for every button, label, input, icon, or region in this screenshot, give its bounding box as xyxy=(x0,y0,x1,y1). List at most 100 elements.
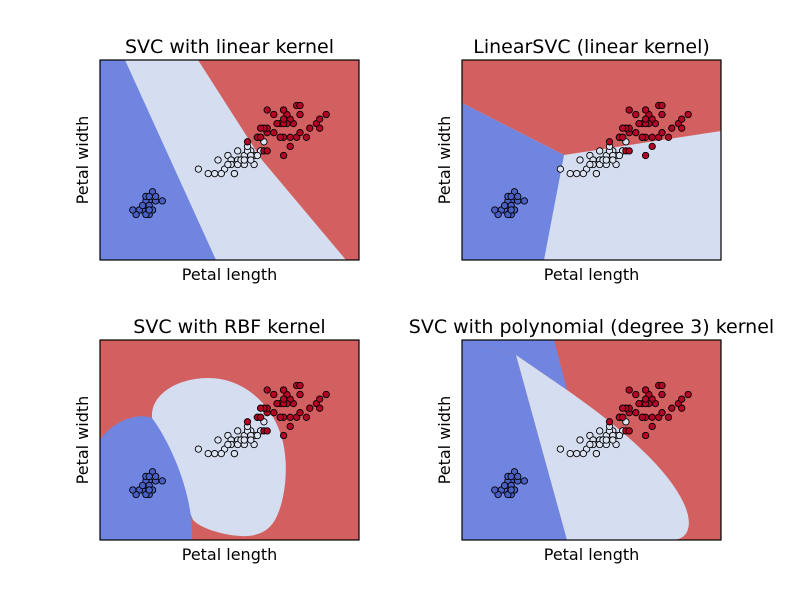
y-axis-label: Petal width xyxy=(73,116,92,205)
data-point-class-2 xyxy=(316,124,324,132)
data-point-class-2 xyxy=(618,133,627,141)
data-point-class-2 xyxy=(279,115,288,123)
data-point-class-2 xyxy=(632,129,640,137)
data-point-class-2 xyxy=(648,413,656,421)
data-point-class-1 xyxy=(602,436,610,444)
data-point-class-0 xyxy=(507,472,515,481)
data-point-class-1 xyxy=(247,436,255,444)
data-point-class-2 xyxy=(641,431,650,440)
data-point-class-2 xyxy=(618,404,627,412)
data-point-class-2 xyxy=(678,115,686,123)
data-point-class-0 xyxy=(500,481,509,490)
data-point-class-0 xyxy=(152,192,160,201)
data-point-class-2 xyxy=(648,422,656,431)
data-point-class-0 xyxy=(129,206,137,214)
data-point-class-2 xyxy=(678,404,686,412)
decision-regions xyxy=(100,60,359,260)
data-point-class-0 xyxy=(158,477,166,485)
axes-frame xyxy=(99,339,360,541)
data-point-class-0 xyxy=(145,206,153,214)
data-point-class-2 xyxy=(658,110,666,119)
data-point-class-2 xyxy=(605,138,614,146)
data-point-class-2 xyxy=(678,395,686,403)
panel-svc-rbf: SVC with RBF kernel Petal length Petal w… xyxy=(73,316,360,564)
data-point-class-2 xyxy=(263,427,271,435)
data-point-class-2 xyxy=(270,129,278,137)
x-axis-label: Petal length xyxy=(544,545,640,564)
decision-regions xyxy=(462,340,721,540)
chart-title: SVC with RBF kernel xyxy=(133,316,325,338)
data-point-class-2 xyxy=(316,404,324,412)
data-point-class-1 xyxy=(253,151,262,160)
data-point-class-1 xyxy=(573,169,581,178)
data-point-class-2 xyxy=(273,399,281,408)
data-point-class-0 xyxy=(514,472,522,481)
data-point-class-1 xyxy=(204,169,212,178)
data-point-class-2 xyxy=(658,390,666,399)
data-point-class-0 xyxy=(500,201,509,210)
data-point-class-1 xyxy=(566,169,574,178)
data-point-class-2 xyxy=(625,106,633,114)
data-point-class-2 xyxy=(302,133,311,141)
data-point-class-2 xyxy=(263,106,271,114)
data-point-class-2 xyxy=(306,124,314,132)
data-point-class-2 xyxy=(641,115,650,123)
data-point-class-2 xyxy=(668,404,676,412)
data-point-class-0 xyxy=(138,481,147,490)
data-point-class-2 xyxy=(296,409,304,417)
data-point-class-1 xyxy=(240,156,248,164)
data-point-class-1 xyxy=(556,445,565,453)
panel-svc-linear: SVC with linear kernel Petal length Peta… xyxy=(73,36,360,284)
data-point-class-0 xyxy=(491,206,499,214)
data-point-class-2 xyxy=(635,399,643,408)
region-class-1 xyxy=(516,355,689,540)
data-point-class-2 xyxy=(270,409,278,417)
data-point-class-2 xyxy=(256,133,265,141)
chart-title: SVC with linear kernel xyxy=(125,36,334,58)
data-point-class-1 xyxy=(556,165,565,173)
data-point-class-2 xyxy=(658,101,666,110)
data-point-class-1 xyxy=(247,156,255,164)
panel-svc-poly: SVC with polynomial (degree 3) kernel Pe… xyxy=(409,316,774,564)
data-point-class-1 xyxy=(230,449,239,458)
data-point-class-2 xyxy=(279,431,288,440)
data-point-class-2 xyxy=(625,427,633,435)
data-point-class-2 xyxy=(648,133,656,141)
data-point-class-2 xyxy=(641,386,650,394)
data-point-class-0 xyxy=(507,206,515,214)
data-point-class-0 xyxy=(507,486,515,494)
data-point-class-1 xyxy=(253,431,262,440)
data-point-class-0 xyxy=(514,192,522,201)
data-point-class-2 xyxy=(279,395,288,403)
data-point-class-1 xyxy=(234,147,242,155)
data-point-class-2 xyxy=(296,381,304,390)
decision-regions xyxy=(100,340,359,540)
scatter-points xyxy=(491,101,692,219)
y-axis-label: Petal width xyxy=(435,396,454,485)
data-point-class-1 xyxy=(579,449,587,458)
y-axis-label: Petal width xyxy=(435,116,454,205)
data-point-class-1 xyxy=(609,156,617,164)
data-point-class-2 xyxy=(316,395,324,403)
data-point-class-2 xyxy=(316,115,324,123)
data-point-class-0 xyxy=(145,472,153,481)
data-point-class-0 xyxy=(520,477,528,485)
data-point-class-2 xyxy=(243,138,252,146)
region-class-0 xyxy=(462,103,564,260)
region-class-0b xyxy=(462,340,567,540)
data-point-class-2 xyxy=(279,151,288,160)
data-point-class-2 xyxy=(658,129,666,137)
data-point-class-1 xyxy=(615,431,624,440)
data-point-class-2 xyxy=(306,404,314,412)
data-point-class-2 xyxy=(625,147,633,155)
data-point-class-2 xyxy=(668,124,676,132)
data-point-class-1 xyxy=(204,449,212,458)
region-class-2 xyxy=(198,60,359,260)
data-point-class-2 xyxy=(279,106,288,114)
data-point-class-2 xyxy=(635,119,643,128)
data-point-class-2 xyxy=(664,413,673,421)
data-point-class-2 xyxy=(678,124,686,132)
data-point-class-2 xyxy=(276,133,284,141)
data-point-class-1 xyxy=(217,169,225,178)
